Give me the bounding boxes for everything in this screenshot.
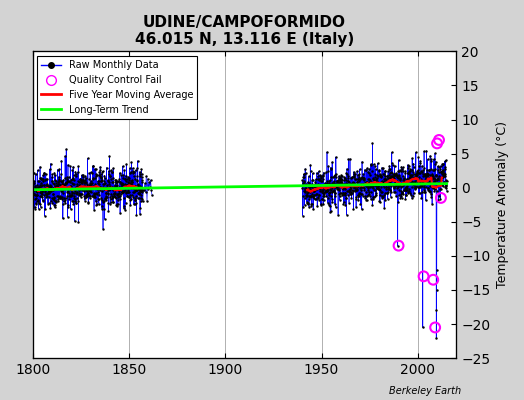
Point — [429, 276, 438, 283]
Point — [431, 324, 439, 331]
Point — [419, 273, 428, 280]
Point — [395, 242, 403, 249]
Point — [436, 195, 445, 201]
Title: UDINE/CAMPOFORMIDO
46.015 N, 13.116 E (Italy): UDINE/CAMPOFORMIDO 46.015 N, 13.116 E (I… — [135, 15, 354, 47]
Point — [435, 137, 443, 143]
Legend: Raw Monthly Data, Quality Control Fail, Five Year Moving Average, Long-Term Tren: Raw Monthly Data, Quality Control Fail, … — [38, 56, 197, 118]
Text: Berkeley Earth: Berkeley Earth — [389, 386, 461, 396]
Y-axis label: Temperature Anomaly (°C): Temperature Anomaly (°C) — [496, 121, 509, 288]
Point — [433, 140, 441, 146]
